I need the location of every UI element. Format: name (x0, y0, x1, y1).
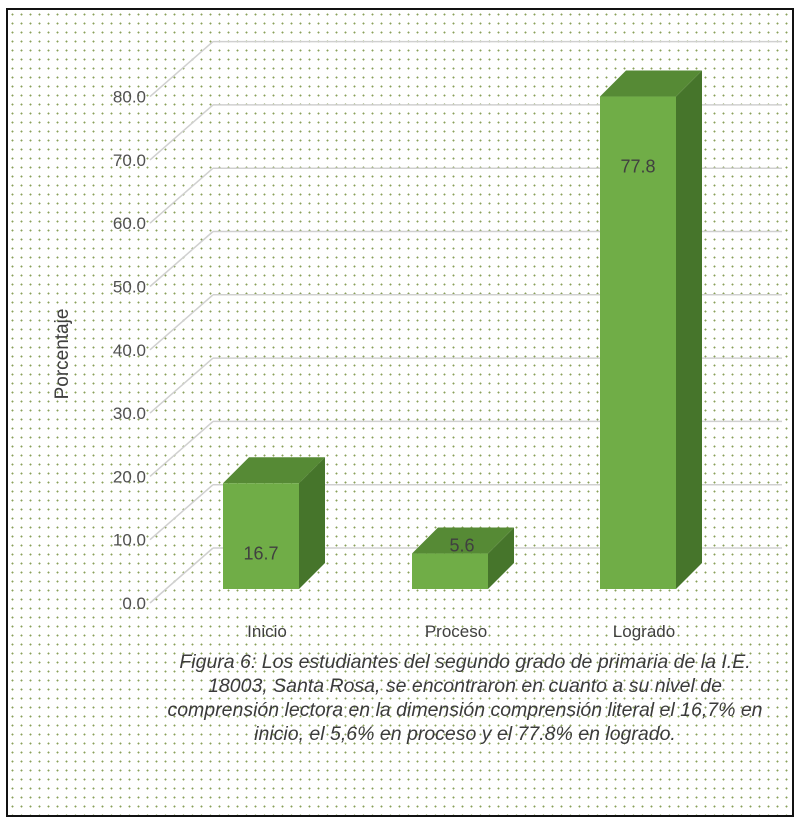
x-tick-label: Logrado (613, 622, 675, 641)
y-tick-label: 20.0 (113, 467, 146, 486)
x-tick-label: Inicio (247, 622, 287, 641)
bar-front (600, 96, 676, 589)
y-axis-label: Porcentaje (52, 309, 73, 400)
gridline-diagonal (149, 167, 214, 224)
y-tick-label: 80.0 (113, 88, 146, 107)
x-axis-ticks: Inicio Proceso Logrado (247, 622, 675, 641)
bar-front (412, 553, 488, 589)
x-tick-label: Proceso (425, 622, 487, 641)
bar-top (412, 527, 514, 554)
bar-data-label: 77.8 (620, 157, 655, 177)
y-tick-label: 10.0 (113, 531, 146, 550)
bar-front (223, 483, 299, 589)
bar-data-label: 5.6 (449, 536, 474, 556)
gridline-diagonal (149, 294, 214, 351)
bars: 16.7 5.6 77.8 (223, 70, 702, 589)
y-tick-label: 70.0 (113, 151, 146, 170)
bar: 5.6 (412, 527, 514, 589)
gridline-diagonal (149, 420, 214, 477)
bar-data-label: 16.7 (243, 543, 278, 563)
y-tick-label: 30.0 (113, 404, 146, 423)
bar-top (223, 457, 325, 484)
gridline-diagonal (149, 484, 214, 541)
y-tick-label: 60.0 (113, 214, 146, 233)
gridline-diagonal (149, 357, 214, 414)
y-tick-label: 40.0 (113, 341, 146, 360)
bar-side (299, 457, 325, 589)
y-tick-label: 0.0 (122, 594, 146, 613)
bar-side (676, 70, 702, 589)
bar: 77.8 (600, 70, 702, 589)
gridline-diagonal (149, 547, 214, 604)
bar-top (600, 70, 702, 97)
figure-caption: Figura 6: Los estudiantes del segundo gr… (167, 651, 763, 745)
y-axis-ticks: 0.0 10.0 20.0 30.0 40.0 50.0 60.0 70.0 80.0 (113, 88, 146, 613)
gridline-diagonal (149, 41, 214, 98)
gridline-diagonal (149, 104, 214, 161)
y-tick-label: 50.0 (113, 278, 146, 297)
bar-side (488, 527, 514, 589)
gridline-diagonal (149, 230, 214, 288)
bar: 16.7 (223, 457, 325, 589)
